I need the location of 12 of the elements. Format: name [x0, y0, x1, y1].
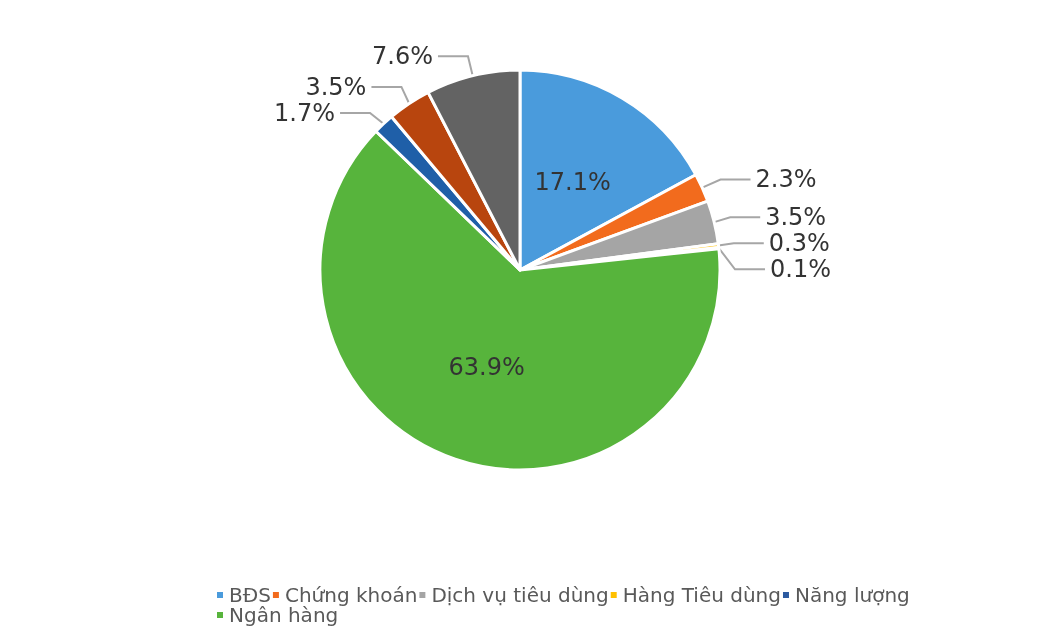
- data-label: 63.9%: [448, 353, 525, 382]
- legend-label: Năng lượng: [794, 583, 910, 607]
- data-label: 2.3%: [755, 165, 817, 194]
- data-label: 0.3%: [768, 229, 830, 258]
- legend-label: Hàng Tiêu dùng: [622, 583, 781, 607]
- data-label: 3.5%: [305, 72, 367, 101]
- data-label: 1.7%: [274, 98, 336, 127]
- data-label: 17.1%: [534, 167, 611, 196]
- data-label: 7.6%: [371, 42, 433, 71]
- data-label: 0.1%: [770, 255, 831, 284]
- legend-label: Dịch vụ tiêu dùng: [431, 583, 609, 607]
- data-label: 3.5%: [765, 203, 827, 232]
